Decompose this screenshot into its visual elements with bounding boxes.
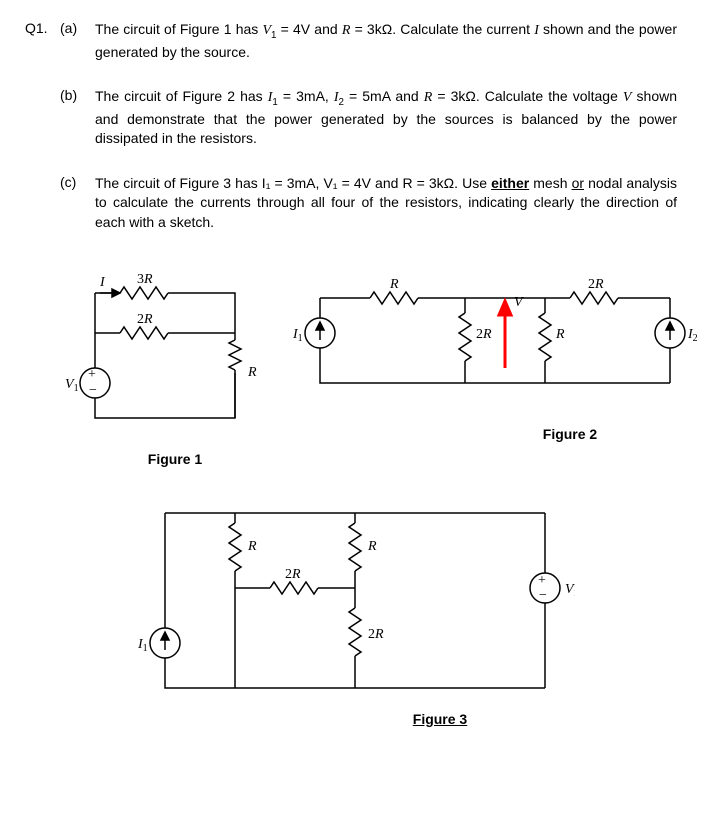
figure-2-svg: R 2R 2R R V I1 I2 xyxy=(290,273,700,423)
figure-3-svg: R R 2R 2R I1 V1 + − xyxy=(135,498,575,708)
figure-1-caption: Figure 1 xyxy=(90,451,260,467)
fig2-label-2R-mid: 2R xyxy=(476,327,492,342)
fig2-label-R: R xyxy=(389,277,399,292)
figures-container: I 3R 2R R V1 + − Figure 1 xyxy=(25,258,677,738)
question-part-c: (c) The circuit of Figure 3 has I₁ = 3mA… xyxy=(60,174,677,233)
fig1-label-3R: 3R xyxy=(137,272,153,287)
fig1-label-2R: 2R xyxy=(137,312,153,327)
part-a-text: The circuit of Figure 1 has V1 = 4V and … xyxy=(95,20,677,62)
fig2-label-I2: I2 xyxy=(687,327,698,344)
svg-text:+: + xyxy=(88,367,96,382)
part-c-text: The circuit of Figure 3 has I₁ = 3mA, V₁… xyxy=(95,174,677,233)
question-part-b: (b) The circuit of Figure 2 has I1 = 3mA… xyxy=(60,87,677,149)
fig3-label-R-mid: R xyxy=(367,539,377,554)
question-number: Q1. xyxy=(25,20,60,62)
fig3-label-2R-v: 2R xyxy=(368,627,384,642)
fig2-label-V: V xyxy=(514,295,524,310)
figure-3-caption: Figure 3 xyxy=(305,711,575,727)
part-a-label: (a) xyxy=(60,20,95,62)
figure-1-svg: I 3R 2R R V1 + − xyxy=(40,268,260,448)
fig2-label-R-mid: R xyxy=(555,327,565,342)
fig1-label-V1: V1 xyxy=(65,377,79,394)
figure-2: R 2R 2R R V I1 I2 Figure 2 xyxy=(290,273,700,442)
part-b-text: The circuit of Figure 2 has I1 = 3mA, I2… xyxy=(95,87,677,149)
fig3-label-2R-h: 2R xyxy=(285,567,301,582)
fig2-label-2R-top: 2R xyxy=(588,277,604,292)
figure-1: I 3R 2R R V1 + − Figure 1 xyxy=(40,268,260,467)
svg-text:−: − xyxy=(89,383,97,398)
fig2-label-I1: I1 xyxy=(292,327,303,344)
figure-3: R R 2R 2R I1 V1 + − Figure 3 xyxy=(135,498,575,727)
part-b-label: (b) xyxy=(60,87,95,149)
fig3-label-I1: I1 xyxy=(137,637,148,654)
part-c-label: (c) xyxy=(60,174,95,233)
svg-text:−: − xyxy=(539,588,547,603)
fig1-label-R: R xyxy=(247,365,257,380)
fig3-label-V1: V1 xyxy=(565,582,575,599)
svg-text:+: + xyxy=(538,573,546,588)
fig3-label-R-left: R xyxy=(247,539,257,554)
figure-2-caption: Figure 2 xyxy=(440,426,700,442)
question-part-a: Q1. (a) The circuit of Figure 1 has V1 =… xyxy=(25,20,677,62)
fig1-label-I: I xyxy=(99,275,106,290)
